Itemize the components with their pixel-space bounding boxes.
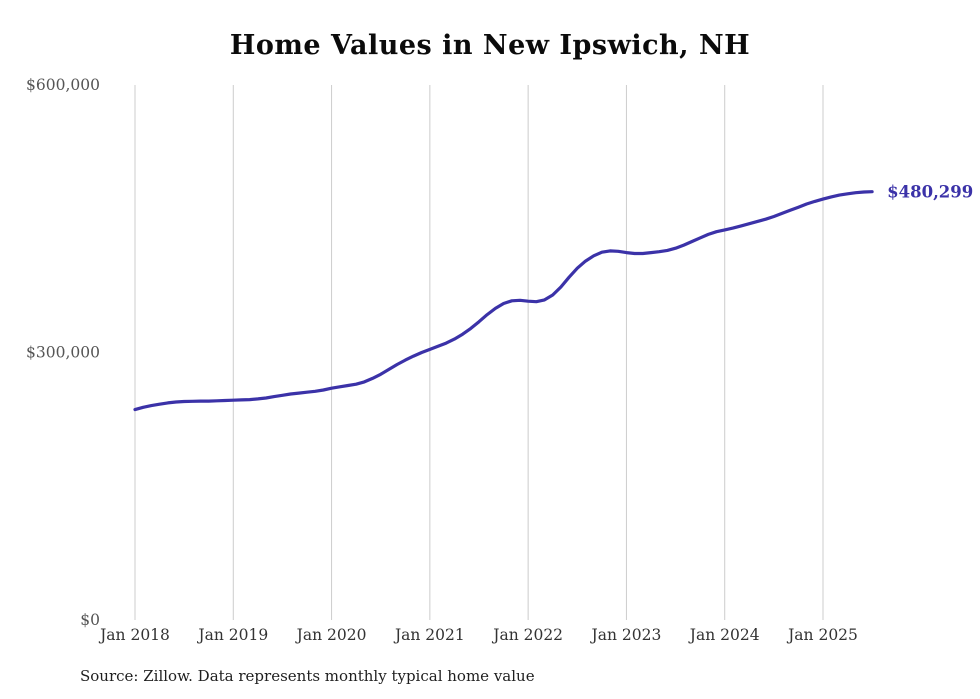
chart-title: Home Values in New Ipswich, NH <box>229 30 751 61</box>
y-axis-tick-label: $600,000 <box>26 76 100 94</box>
y-axis-tick-label: $300,000 <box>26 344 100 362</box>
y-axis-tick-label: $0 <box>80 611 100 629</box>
source-note: Source: Zillow. Data represents monthly … <box>80 667 535 685</box>
x-axis-tick-label: Jan 2020 <box>295 626 367 644</box>
x-axis-tick-label: Jan 2025 <box>786 626 858 644</box>
x-axis-tick-label: Jan 2022 <box>491 626 563 644</box>
x-axis-tick-label: Jan 2021 <box>393 626 465 644</box>
x-axis-tick-label: Jan 2024 <box>688 626 760 644</box>
end-value-label: $480,299 <box>887 183 973 202</box>
home-value-series-line <box>133 190 874 412</box>
x-axis-tick-label: Jan 2019 <box>196 626 268 644</box>
x-axis-tick-label: Jan 2023 <box>590 626 662 644</box>
x-axis-tick-label: Jan 2018 <box>98 626 170 644</box>
